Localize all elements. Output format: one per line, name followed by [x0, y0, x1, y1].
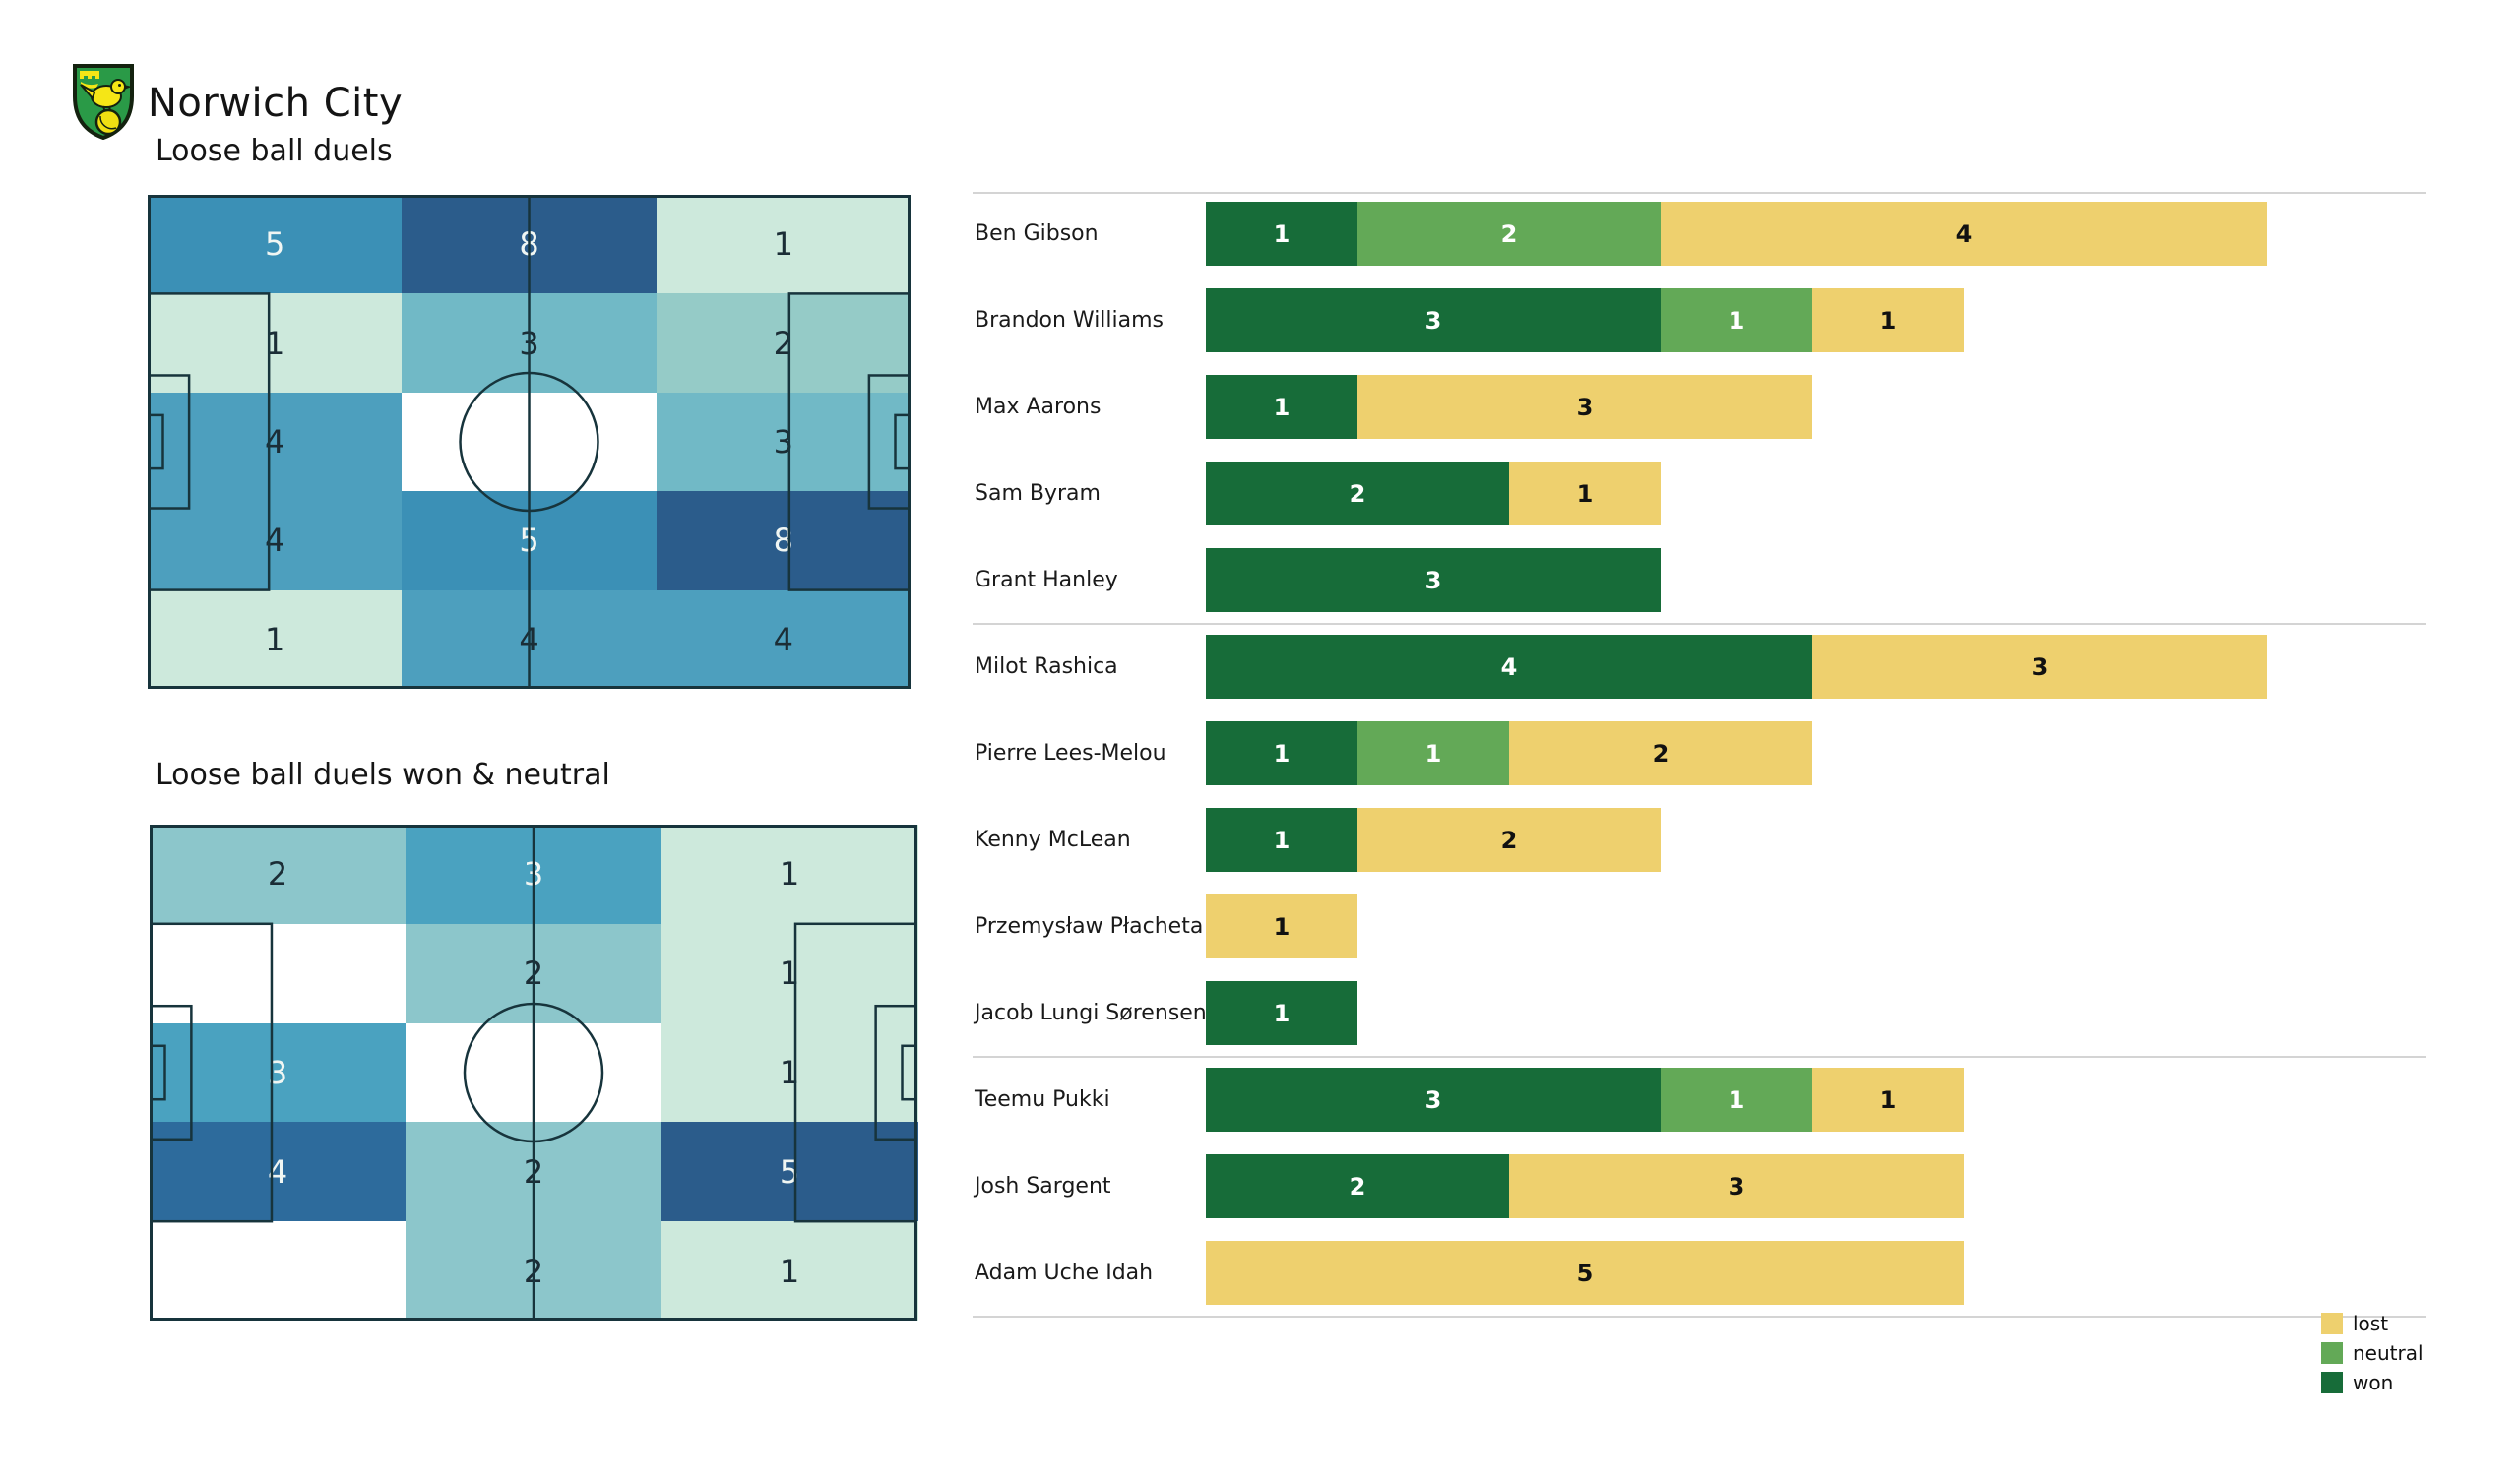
heatmap-cell: [148, 195, 403, 294]
bar-segment-lost: 2: [1509, 721, 1812, 785]
bar-segment-won: 3: [1206, 288, 1661, 352]
bar-segment-lost: 1: [1812, 288, 1964, 352]
player-label: Ben Gibson: [975, 221, 1099, 246]
heatmap-cell-value: 5: [264, 225, 285, 264]
player-label: Brandon Williams: [975, 308, 1165, 333]
heatmap-cell: [656, 195, 912, 294]
pitch-markings: [148, 195, 911, 689]
bar-segment-lost: 1: [1812, 1068, 1964, 1132]
page-title: Norwich City: [148, 81, 404, 126]
bar-segment-won: 1: [1206, 202, 1357, 266]
legend-swatch-neutral: [2321, 1342, 2343, 1364]
bar-segment-neutral: 2: [1357, 202, 1661, 266]
legend-label: lost: [2353, 1312, 2389, 1335]
heatmap-title-duels-won-neutral: Loose ball duels won & neutral: [156, 758, 610, 792]
bar-segment-neutral: 1: [1357, 721, 1509, 785]
player-label: Przemysław Płacheta: [975, 914, 1204, 939]
player-label: Sam Byram: [975, 481, 1101, 506]
bar-segment-won: 1: [1206, 721, 1357, 785]
heatmap-cell-value: 1: [779, 1252, 800, 1290]
pitch-markings: [150, 825, 917, 1321]
player-duels-stacked-bar-chart: Ben Gibson 1 2 4 Brandon Williams 3 1 1 Max Aaro…: [973, 192, 2426, 1324]
bar-segment-won: 2: [1206, 1154, 1509, 1218]
heatmap-cell-value: 2: [267, 855, 288, 894]
legend-swatch-lost: [2321, 1313, 2343, 1334]
player-label: Pierre Lees-Melou: [975, 741, 1166, 766]
bar-segment-won: 3: [1206, 548, 1661, 612]
bar-segment-lost: 1: [1509, 462, 1661, 525]
bar-segment-lost: 3: [1812, 635, 2267, 699]
bar-segment-neutral: 1: [1661, 288, 1812, 352]
bar-segment-lost: 2: [1357, 808, 1661, 872]
heatmap-title-loose-ball-duels: Loose ball duels: [156, 134, 393, 168]
heatmap-cell: [656, 589, 912, 690]
group-separator-line: [973, 622, 2426, 625]
legend-item-neutral: neutral: [2321, 1342, 2424, 1364]
bar-segment-lost: 4: [1661, 202, 2267, 266]
group-separator-line: [973, 192, 2426, 194]
group-separator-line: [973, 1315, 2426, 1318]
bar-segment-neutral: 1: [1661, 1068, 1812, 1132]
player-label: Jacob Lungi Sørensen: [975, 1001, 1207, 1025]
bar-segment-won: 1: [1206, 375, 1357, 439]
legend-swatch-won: [2321, 1372, 2343, 1393]
bar-segment-lost: 5: [1206, 1241, 1964, 1305]
player-label: Adam Uche Idah: [975, 1261, 1154, 1285]
bar-segment-lost: 3: [1357, 375, 1812, 439]
heatmap-cell: [150, 1221, 407, 1322]
norwich-city-badge-icon: [73, 64, 134, 140]
player-label: Grant Hanley: [975, 568, 1118, 592]
group-separator-line: [973, 1055, 2426, 1058]
heatmap-cell: [662, 1221, 918, 1322]
bar-segment-lost: 1: [1206, 894, 1357, 958]
bar-segment-lost: 3: [1509, 1154, 1964, 1218]
legend-item-lost: lost: [2321, 1313, 2424, 1334]
heatmap-cell-value: 4: [773, 620, 794, 658]
heatmap-cell-value: 1: [264, 620, 285, 658]
player-label: Kenny McLean: [975, 828, 1131, 852]
player-label: Josh Sargent: [975, 1174, 1111, 1199]
heatmap-cell-value: 1: [773, 225, 794, 264]
player-label: Milot Rashica: [975, 654, 1118, 679]
bar-segment-won: 1: [1206, 981, 1357, 1045]
heatmap-cell-value: 1: [779, 855, 800, 894]
chart-legend: lost neutral won: [2321, 1313, 2424, 1401]
legend-label: neutral: [2353, 1341, 2424, 1365]
player-label: Teemu Pukki: [975, 1087, 1110, 1112]
bar-segment-won: 1: [1206, 808, 1357, 872]
player-label: Max Aarons: [975, 395, 1102, 419]
bar-segment-won: 4: [1206, 635, 1812, 699]
legend-item-won: won: [2321, 1372, 2424, 1393]
heatmap-cell: [150, 825, 407, 925]
bar-segment-won: 2: [1206, 462, 1509, 525]
legend-label: won: [2353, 1371, 2394, 1394]
heatmap-cell: [662, 825, 918, 925]
bar-segment-won: 3: [1206, 1068, 1661, 1132]
heatmap-cell: [148, 589, 403, 690]
